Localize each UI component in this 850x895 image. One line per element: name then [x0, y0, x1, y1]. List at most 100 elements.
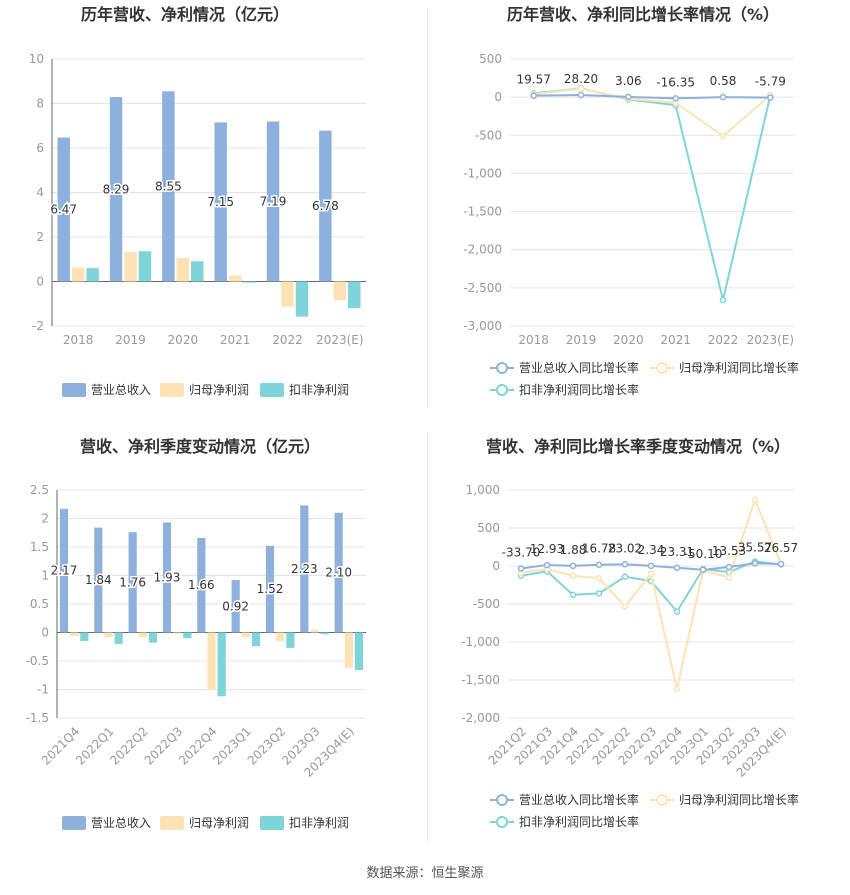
series-line-3 [533, 87, 772, 301]
data-point [751, 560, 759, 567]
legend-swatch [260, 383, 284, 397]
data-point [719, 296, 727, 304]
x-tick-label: 2023(E) [316, 333, 363, 347]
y-tick-label: 0.5 [30, 597, 49, 611]
bar-net-profit [344, 632, 353, 668]
legend-marker [496, 362, 508, 374]
data-label: 2.34 [638, 543, 665, 557]
y-tick-label: 2 [41, 512, 49, 526]
y-tick-label: -3,000 [463, 319, 502, 333]
y-tick-label: 0 [494, 90, 502, 104]
data-point [647, 562, 655, 570]
data-point [621, 603, 629, 610]
data-label: 19.57 [516, 73, 550, 87]
data-label: 23.31 [660, 545, 694, 559]
data-point [530, 92, 537, 99]
data-point [673, 608, 681, 615]
y-tick-label: 500 [477, 521, 500, 535]
bar-deducted-profit [114, 632, 123, 644]
divider-top [427, 8, 428, 408]
chart-panel-3: 营收、净利季度变动情况（亿元）-1.5-1-0.500.511.522.5202… [26, 437, 366, 830]
legend-label: 营业总收入 [91, 383, 151, 397]
chart-panel-4: 营收、净利同比增长率季度变动情况（%） -2,000 -1,500 -1,000 -50… [461, 437, 799, 829]
chart-panel-1: 历年营收、净利情况（亿元） -2 0 2 4 6 8 10 2018 2019 2020 2021 20… [29, 5, 366, 397]
bar-net-profit [333, 281, 347, 301]
y-tick-label: -1.5 [26, 711, 49, 725]
series-line-1 [533, 93, 771, 100]
bar-deducted-profit [138, 251, 152, 282]
data-point [725, 563, 733, 571]
bar-deducted-profit [191, 261, 204, 282]
bar-revenue [300, 505, 309, 633]
x-tick-label: 2022 [272, 333, 303, 347]
legend-label: 归母净利润 [189, 383, 249, 397]
data-label: 7.19 [260, 195, 287, 209]
data-label: 8.29 [103, 182, 130, 196]
chart-title: 历年营收、净利同比增长率情况（%） [507, 5, 779, 24]
y-tick-label: -1,000 [461, 635, 500, 649]
legend-swatch [160, 816, 184, 830]
data-point [725, 574, 733, 581]
legend-marker [496, 384, 508, 396]
data-label: 7.15 [207, 195, 234, 209]
y-tick-label: 0 [492, 559, 500, 573]
bar-revenue [94, 527, 103, 633]
data-label: 13.53 [712, 544, 746, 558]
data-point [595, 590, 603, 597]
legend-label: 归母净利润同比增长率 [679, 792, 799, 807]
y-tick-label: -1,500 [461, 673, 500, 687]
bar-net-profit [70, 632, 79, 636]
data-point [577, 91, 585, 99]
data-label: 1.93 [154, 570, 181, 584]
bar-deducted-profit [80, 632, 89, 642]
data-point [699, 566, 707, 574]
data-point [577, 85, 585, 93]
y-tick-label: 8 [36, 97, 44, 111]
legend-marker [496, 794, 508, 806]
bar-revenue [214, 122, 227, 282]
bar-revenue [197, 537, 206, 633]
data-label: 1.66 [188, 578, 215, 592]
x-tick-label: 2018 [518, 333, 549, 347]
data-label: 0.92 [222, 599, 249, 613]
bar-net-profit [71, 267, 85, 282]
bar-revenue [334, 512, 343, 633]
legend-swatch [62, 383, 86, 397]
data-label: 1.76 [119, 575, 146, 589]
bar-net-profit [241, 632, 250, 638]
bar-net-profit [228, 275, 242, 282]
bar-revenue [162, 522, 172, 633]
y-tick-label: -2 [32, 319, 44, 333]
y-tick-label: 2.5 [30, 483, 49, 497]
x-tick-label: 2020 [613, 333, 644, 347]
y-tick-label: 4 [36, 186, 44, 200]
bar-revenue [59, 508, 69, 633]
bar-revenue [266, 121, 280, 282]
y-tick-label: -500 [473, 597, 500, 611]
y-tick-label: 2 [36, 230, 44, 244]
data-point [672, 95, 679, 102]
bar-revenue [162, 91, 175, 282]
x-tick-label: 2020 [168, 333, 199, 347]
legend-marker [496, 816, 508, 828]
y-tick-label: -500 [475, 128, 502, 142]
bar-revenue [128, 532, 137, 633]
data-label: -16.35 [656, 75, 695, 89]
data-point [719, 132, 727, 140]
chart-title: 历年营收、净利情况（亿元） [81, 5, 289, 24]
data-label: 3.06 [615, 74, 642, 88]
legend-label: 扣非净利润同比增长率 [519, 814, 639, 829]
data-point [595, 574, 603, 582]
legend-label: 营业总收入同比增长率 [519, 360, 639, 375]
bar-net-profit [104, 632, 113, 638]
data-label: 6.78 [312, 199, 339, 213]
x-tick-label: 2023(E) [747, 333, 794, 347]
bar-revenue [231, 580, 240, 633]
y-tick-label: -0.5 [26, 654, 49, 668]
y-tick-label: -2,000 [461, 711, 500, 725]
y-tick-label: 1 [41, 569, 49, 583]
data-label: -50.10 [684, 547, 723, 561]
divider-bottom [427, 432, 428, 842]
data-label: 8.55 [155, 179, 182, 193]
